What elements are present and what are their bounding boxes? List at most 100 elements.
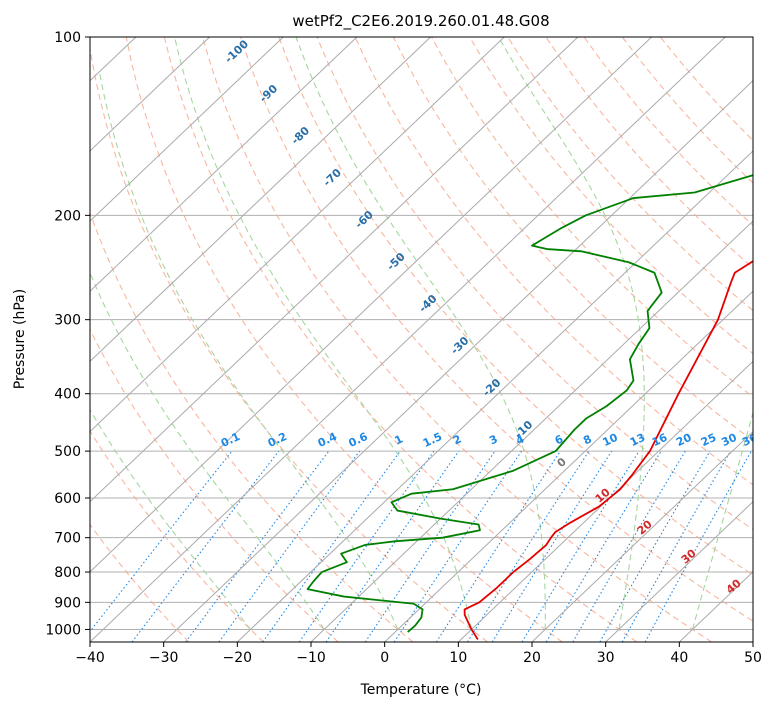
isotherm-label: -90 — [257, 82, 281, 105]
y-tick-label: 600 — [54, 491, 81, 507]
moist-adiabat-line — [90, 408, 251, 630]
mixing-ratio-line — [621, 450, 732, 642]
isotherm-line — [384, 290, 753, 642]
mixing-ratio-line — [262, 450, 401, 642]
mixing-ratio-lines — [90, 450, 752, 642]
isotherm-line — [752, 641, 753, 642]
mixing-ratio-line — [298, 450, 435, 642]
isotherm-line — [605, 500, 753, 642]
isotherm-line — [310, 220, 753, 642]
y-tick-label: 800 — [54, 565, 81, 581]
isotherm-line — [90, 37, 652, 573]
plot-area: -100-90-80-70-60-50-40-30-20-100.1 0.2 0.4… — [90, 37, 760, 642]
y-tick-label: 400 — [54, 387, 81, 403]
temperature-profile — [463, 260, 753, 641]
x-tick-label: 50 — [744, 650, 762, 666]
y-tick-label: 300 — [54, 313, 81, 329]
mixing-ratio-label: 0.1 — [219, 430, 242, 450]
x-tick-label: 30 — [597, 650, 615, 666]
y-tick-label: 1000 — [45, 622, 81, 638]
mixing-ratio-label: 0.6 — [347, 430, 370, 450]
dry-adiabats — [90, 37, 753, 642]
isotherm-label: -80 — [289, 124, 313, 147]
mixing-ratio-line — [131, 450, 280, 642]
x-tick-label: 0 — [380, 650, 389, 666]
isotherm-line — [457, 360, 753, 642]
mixing-ratio-label: 36 — [740, 431, 760, 449]
y-tick-label: 500 — [54, 444, 81, 460]
dry-adiabat-line — [354, 37, 753, 486]
mixing-ratio-line — [185, 450, 330, 642]
dry-adiabat-line — [392, 37, 753, 442]
dry-adiabat-line — [430, 37, 753, 398]
mixing-ratio-line — [467, 450, 590, 642]
x-tick-label: −30 — [149, 650, 179, 666]
x-axis-label: Temperature (°C) — [360, 682, 482, 698]
mixing-ratio-line — [599, 450, 711, 642]
dry-adiabat-line — [507, 37, 753, 312]
mixing-ratio-label: 16 — [650, 431, 670, 449]
isotherm-label: -30 — [448, 334, 472, 357]
y-axis-label: Pressure (hPa) — [12, 289, 28, 389]
moist-adiabat-line — [498, 37, 645, 630]
mixing-ratio-line — [435, 450, 561, 642]
mixing-ratio-label: 3 — [487, 432, 499, 447]
dry-adiabat-line — [621, 37, 753, 184]
mixing-ratio-label: 0.4 — [316, 430, 339, 450]
x-axis-ticks: −40 −30 −20 −10 0 10 20 30 40 50 — [75, 642, 762, 666]
mixing-ratio-label: 1.5 — [421, 430, 444, 450]
y-tick-label: 200 — [54, 208, 81, 224]
isotherm-line — [236, 150, 753, 642]
mixing-ratio-line — [218, 450, 361, 642]
isotherm-line — [90, 37, 579, 503]
moist-adiabat-label: 20 — [635, 517, 655, 537]
moist-adiabat-label: 30 — [679, 546, 699, 566]
isotherm-line — [90, 37, 431, 363]
chart-title: wetPf2_C2E6.2019.260.01.48.G08 — [292, 12, 549, 31]
mixing-ratio-label: 2 — [451, 432, 463, 447]
moist-adiabats — [90, 37, 753, 630]
mixing-ratio-line — [491, 450, 613, 642]
moist-adiabat-label: 10 — [593, 485, 613, 505]
dry-adiabat-line — [659, 37, 753, 142]
x-tick-label: 40 — [670, 650, 688, 666]
isotherm-line — [90, 37, 210, 152]
isotherm-line — [163, 80, 753, 642]
isotherm-line — [531, 430, 753, 642]
dry-adiabat-line — [240, 37, 753, 622]
isotherms — [90, 37, 753, 642]
mixing-ratio-label: 20 — [674, 431, 694, 449]
mixing-ratio-line — [364, 450, 496, 642]
dry-adiabat-line — [90, 328, 339, 642]
dry-adiabat-line — [90, 45, 488, 642]
isotherm-label: -100 — [222, 37, 251, 66]
dry-adiabat-line — [469, 37, 753, 355]
y-tick-label: 700 — [54, 531, 81, 547]
x-tick-label: −20 — [223, 650, 253, 666]
moist-adiabat-line — [174, 37, 473, 630]
dry-adiabat-line — [90, 211, 414, 642]
mixing-ratio-line — [325, 450, 460, 642]
mixing-ratio-line — [90, 450, 233, 633]
mixing-ratio-label: 10 — [601, 431, 621, 449]
isotherm-label: -50 — [384, 250, 408, 273]
sounding-series — [306, 174, 753, 641]
pressure-gridlines — [90, 37, 753, 630]
isotherm-line — [90, 37, 284, 222]
mixing-ratio-label: 13 — [628, 431, 647, 449]
x-tick-label: 10 — [449, 650, 467, 666]
mixing-ratio-line — [521, 450, 640, 642]
moist-adiabat-line — [90, 271, 325, 630]
mixing-ratio-label: 6 — [553, 432, 566, 447]
isotherm-label: -60 — [353, 208, 377, 231]
dry-adiabat-line — [278, 37, 753, 576]
mixing-ratio-line — [644, 450, 752, 642]
x-tick-label: 20 — [523, 650, 541, 666]
dry-adiabat-line — [583, 37, 753, 227]
dry-adiabat-line — [316, 37, 753, 531]
x-tick-label: −40 — [75, 650, 105, 666]
dry-adiabat-line — [125, 37, 563, 642]
moist-adiabat-line — [691, 410, 753, 630]
dry-adiabat-line — [163, 37, 638, 642]
